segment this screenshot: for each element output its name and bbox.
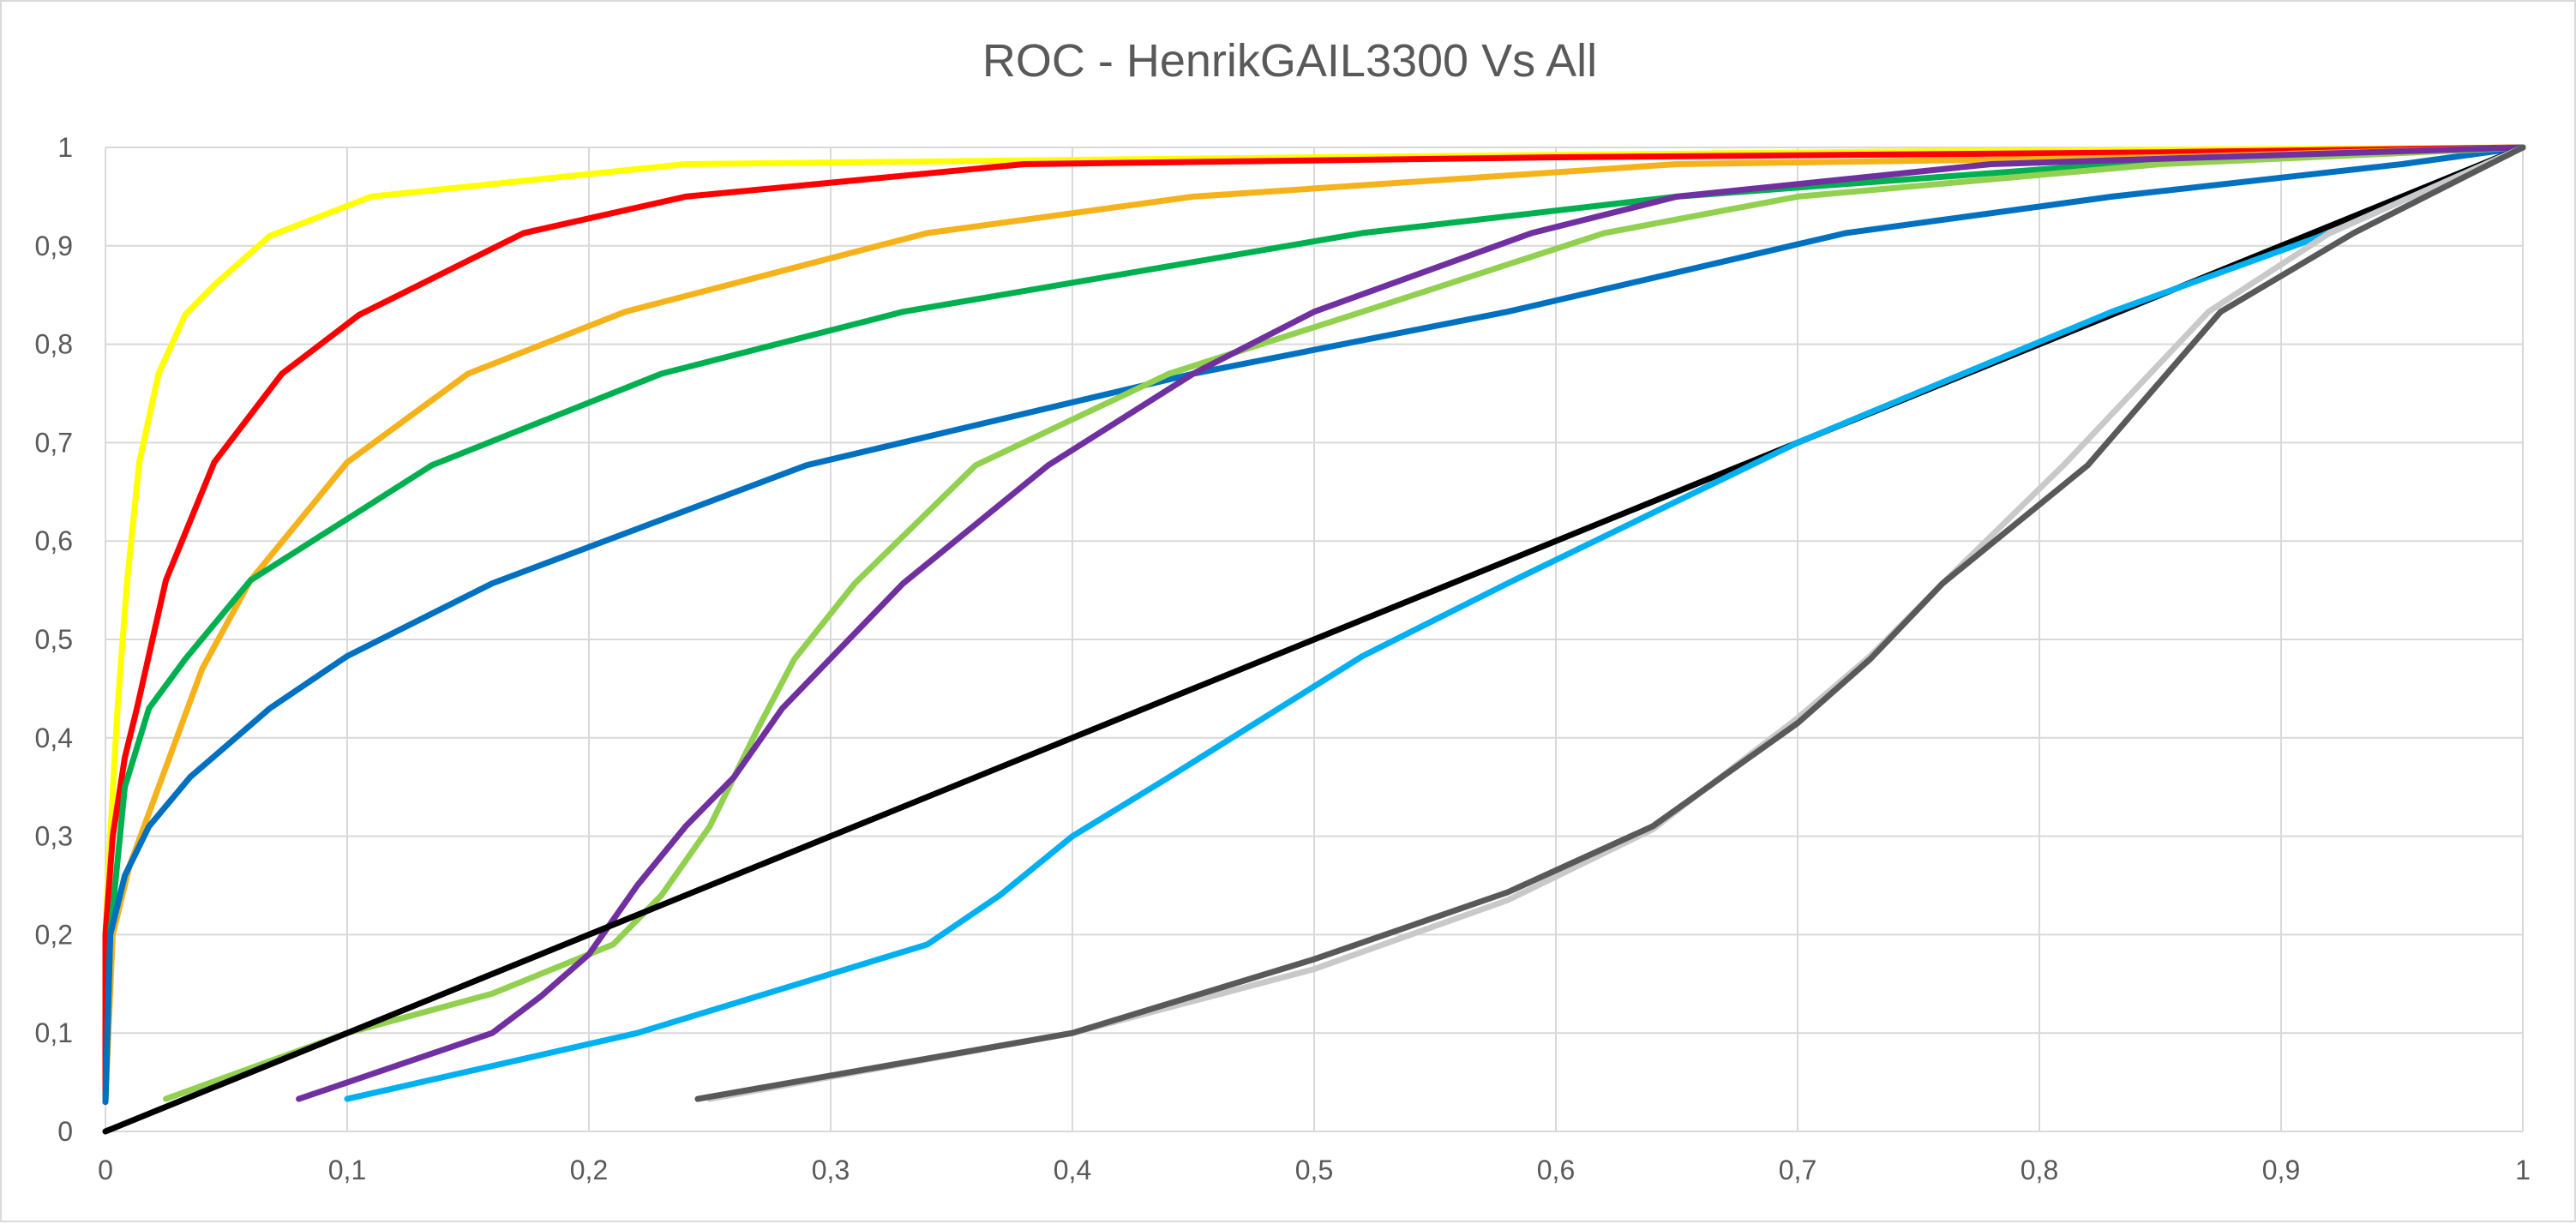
chart-title: ROC - HenrikGAIL3300 Vs All bbox=[982, 35, 1598, 87]
series-layer bbox=[102, 144, 2526, 1135]
y-tick-label: 0,5 bbox=[35, 624, 73, 655]
x-tick-label: 0 bbox=[98, 1155, 113, 1185]
x-tick-label: 0,2 bbox=[570, 1155, 608, 1185]
y-tick-label: 0,4 bbox=[35, 723, 73, 753]
x-tick-label: 1 bbox=[2515, 1155, 2531, 1185]
x-tick-label: 0,9 bbox=[2262, 1155, 2300, 1185]
x-tick-label: 0,6 bbox=[1537, 1155, 1575, 1185]
x-tick-label: 0,5 bbox=[1295, 1155, 1333, 1185]
y-axis-tick-labels: 0 0,1 0,2 0,3 0,4 0,5 0,6 0,7 0,8 0,9 1 bbox=[35, 132, 73, 1147]
y-tick-label: 0,9 bbox=[35, 231, 73, 261]
series-line-1 bbox=[102, 144, 2526, 1106]
y-tick-label: 0,2 bbox=[35, 919, 73, 950]
x-tick-label: 0,1 bbox=[328, 1155, 366, 1185]
x-axis-tick-labels: 0 0,1 0,2 0,3 0,4 0,5 0,6 0,7 0,8 0,9 1 bbox=[98, 1155, 2531, 1185]
y-tick-label: 0,6 bbox=[35, 525, 73, 556]
series-line-2 bbox=[102, 144, 2526, 1106]
y-tick-label: 0 bbox=[57, 1116, 73, 1147]
x-tick-label: 0,8 bbox=[2021, 1155, 2058, 1185]
y-tick-label: 0,1 bbox=[35, 1017, 73, 1048]
series-line-6 bbox=[163, 144, 2526, 1102]
series-line-10 bbox=[706, 144, 2526, 1102]
series-line-11 bbox=[694, 144, 2526, 1102]
y-tick-label: 0,7 bbox=[35, 427, 73, 458]
series-line-5 bbox=[102, 144, 2526, 1106]
x-tick-label: 0,3 bbox=[812, 1155, 850, 1185]
x-tick-label: 0,4 bbox=[1054, 1155, 1091, 1185]
grid bbox=[105, 147, 2524, 1132]
series-line-9 bbox=[344, 144, 2526, 1102]
x-tick-label: 0,7 bbox=[1779, 1155, 1816, 1185]
y-tick-label: 0,3 bbox=[35, 821, 73, 852]
y-tick-label: 1 bbox=[57, 132, 73, 163]
series-line-7 bbox=[296, 144, 2526, 1102]
y-tick-label: 0,8 bbox=[35, 329, 73, 360]
